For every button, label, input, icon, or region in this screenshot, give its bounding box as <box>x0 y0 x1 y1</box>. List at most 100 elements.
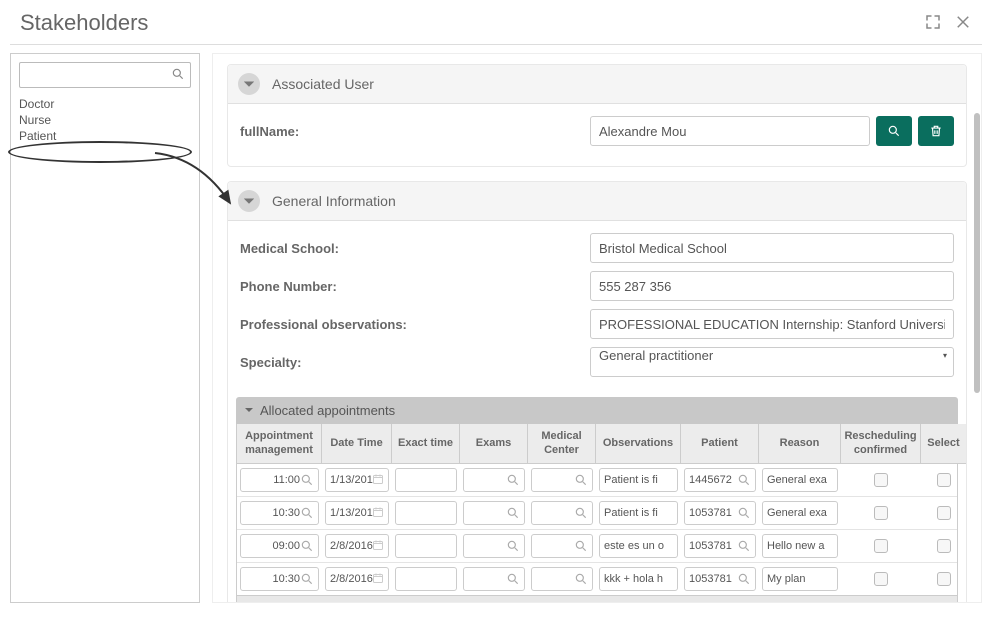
calendar-icon[interactable] <box>372 473 384 488</box>
cell-input[interactable] <box>531 534 593 558</box>
column-header[interactable]: Select <box>921 424 966 464</box>
cell-input[interactable] <box>531 567 593 591</box>
search-icon[interactable] <box>737 473 751 490</box>
search-icon[interactable] <box>737 506 751 523</box>
associated-user-panel: Associated User fullName: <box>227 64 967 167</box>
cell-input[interactable]: Patient is fi <box>599 501 678 525</box>
cell-input[interactable]: 10:30 <box>240 567 319 591</box>
cell-input[interactable]: 2/8/2016 <box>325 534 389 558</box>
cell-input[interactable]: 1445672 <box>684 468 756 492</box>
sidebar-search-input[interactable] <box>19 62 191 88</box>
cell-input[interactable]: 1053781 <box>684 567 756 591</box>
checkbox[interactable] <box>874 539 888 553</box>
cell-input[interactable]: 11:00 <box>240 468 319 492</box>
search-icon[interactable] <box>300 572 314 589</box>
collapse-toggle[interactable] <box>238 73 260 95</box>
column-header[interactable]: Exams <box>460 424 528 464</box>
cell-input[interactable] <box>395 567 457 591</box>
cell-input[interactable] <box>531 468 593 492</box>
cell-input[interactable]: 1/13/201 <box>325 501 389 525</box>
cell-input[interactable]: General exa <box>762 468 838 492</box>
calendar-icon[interactable] <box>372 572 384 587</box>
collapse-toggle[interactable] <box>238 190 260 212</box>
delete-button[interactable] <box>918 116 954 146</box>
column-header[interactable]: Reason <box>759 424 841 464</box>
text-input[interactable] <box>590 309 954 339</box>
appointments-header[interactable]: Allocated appointments <box>236 397 958 424</box>
search-icon[interactable] <box>171 67 185 84</box>
search-icon[interactable] <box>300 473 314 490</box>
column-header[interactable]: Rescheduling confirmed <box>841 424 921 464</box>
table-row: 10:302/8/2016 kkk + hola h1053781My plan <box>237 563 957 595</box>
search-icon[interactable] <box>574 572 588 589</box>
column-header[interactable]: Observations <box>596 424 681 464</box>
column-header[interactable]: Patient <box>681 424 759 464</box>
search-icon[interactable] <box>506 506 520 523</box>
sidebar-item-patient[interactable]: Patient <box>19 128 191 144</box>
cell-input[interactable] <box>395 501 457 525</box>
checkbox[interactable] <box>937 473 951 487</box>
search-icon[interactable] <box>737 572 751 589</box>
cell-input[interactable]: My plan <box>762 567 838 591</box>
sidebar: DoctorNursePatient <box>10 53 200 603</box>
table-row: 10:301/13/201 Patient is fi1053781General… <box>237 497 957 530</box>
cell-input[interactable]: 1/13/201 <box>325 468 389 492</box>
search-icon[interactable] <box>506 539 520 556</box>
search-icon[interactable] <box>506 572 520 589</box>
search-icon[interactable] <box>574 473 588 490</box>
calendar-icon[interactable] <box>372 539 384 554</box>
panel-title: General Information <box>272 193 396 209</box>
cell-input[interactable]: General exa <box>762 501 838 525</box>
scrollbar[interactable] <box>974 113 980 393</box>
cell-input[interactable]: Hello new a <box>762 534 838 558</box>
cell-input[interactable]: 1053781 <box>684 501 756 525</box>
specialty-select[interactable]: General practitioner <box>590 347 954 377</box>
cell-input[interactable]: 1053781 <box>684 534 756 558</box>
search-icon[interactable] <box>300 506 314 523</box>
checkbox[interactable] <box>937 506 951 520</box>
cell-input[interactable]: 2/8/2016 <box>325 567 389 591</box>
search-icon[interactable] <box>300 539 314 556</box>
appointments-title: Allocated appointments <box>260 403 395 418</box>
table-row: 11:001/13/201 Patient is fi1445672General… <box>237 464 957 497</box>
column-header[interactable]: Date Time <box>322 424 392 464</box>
column-header[interactable]: Medical Center <box>528 424 596 464</box>
checkbox[interactable] <box>874 473 888 487</box>
search-icon[interactable] <box>506 473 520 490</box>
page-title: Stakeholders <box>20 10 148 36</box>
add-row-button[interactable]: + <box>237 595 957 603</box>
fullname-input[interactable] <box>590 116 870 146</box>
general-info-panel: General Information Medical School:Phone… <box>227 181 967 603</box>
cell-input[interactable]: Patient is fi <box>599 468 678 492</box>
checkbox[interactable] <box>937 572 951 586</box>
expand-icon[interactable] <box>924 13 942 34</box>
panel-title: Associated User <box>272 76 374 92</box>
cell-input[interactable] <box>395 534 457 558</box>
checkbox[interactable] <box>937 539 951 553</box>
checkbox[interactable] <box>874 506 888 520</box>
cell-input[interactable]: kkk + hola h <box>599 567 678 591</box>
cell-input[interactable] <box>463 534 525 558</box>
cell-input[interactable]: 09:00 <box>240 534 319 558</box>
sidebar-item-nurse[interactable]: Nurse <box>19 112 191 128</box>
checkbox[interactable] <box>874 572 888 586</box>
close-icon[interactable] <box>954 13 972 34</box>
search-icon[interactable] <box>574 506 588 523</box>
appointments-table: Appointment managementDate TimeExact tim… <box>236 424 958 603</box>
calendar-icon[interactable] <box>372 506 384 521</box>
cell-input[interactable] <box>463 567 525 591</box>
text-input[interactable] <box>590 271 954 301</box>
column-header[interactable]: Appointment management <box>237 424 322 464</box>
cell-input[interactable] <box>463 501 525 525</box>
cell-input[interactable]: este es un o <box>599 534 678 558</box>
sidebar-item-doctor[interactable]: Doctor <box>19 96 191 112</box>
cell-input[interactable] <box>463 468 525 492</box>
search-icon[interactable] <box>737 539 751 556</box>
cell-input[interactable] <box>531 501 593 525</box>
cell-input[interactable]: 10:30 <box>240 501 319 525</box>
cell-input[interactable] <box>395 468 457 492</box>
lookup-button[interactable] <box>876 116 912 146</box>
text-input[interactable] <box>590 233 954 263</box>
search-icon[interactable] <box>574 539 588 556</box>
column-header[interactable]: Exact time <box>392 424 460 464</box>
